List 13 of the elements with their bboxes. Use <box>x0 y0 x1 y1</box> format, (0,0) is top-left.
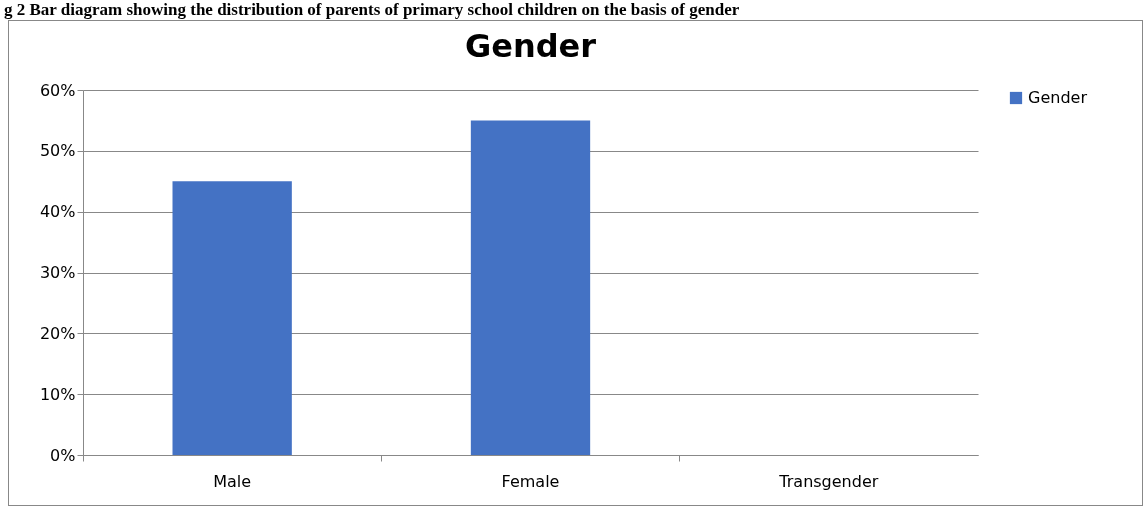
chart-title: Gender <box>464 27 597 65</box>
y-tick-label: 20% <box>39 323 76 343</box>
y-tick-label: 10% <box>39 384 76 404</box>
y-tick-label: 30% <box>39 263 76 282</box>
y-tick-label: 0% <box>50 445 76 465</box>
y-tick-label: 50% <box>39 141 76 161</box>
x-tick-label: Female <box>501 471 560 491</box>
y-tick-label: 60% <box>39 80 76 100</box>
x-tick-label: Transgender <box>778 471 879 491</box>
x-tick-label: Male <box>213 471 252 491</box>
y-tick-label: 40% <box>39 202 76 222</box>
legend-label: Gender <box>1028 88 1088 107</box>
text: g 2 Bar diagram showing the distribution of parents of primary school children on the basis of gender <box>3 0 741 20</box>
